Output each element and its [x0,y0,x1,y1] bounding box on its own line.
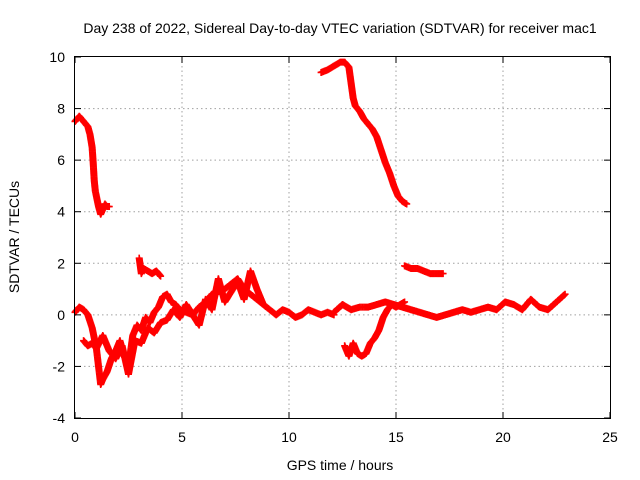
series-segment-a [71,112,113,218]
data-series [71,58,569,388]
series-segment-e [317,58,411,208]
y-axis-title: SDTVAR / TECUs [6,181,22,293]
series-segment-g [401,262,447,278]
data-point [259,301,267,309]
x-tick-label: 10 [281,429,297,445]
x-tick-label: 0 [71,429,79,445]
y-tick-label: -4 [53,410,66,426]
x-tick-label: 25 [602,429,618,445]
data-point [561,290,569,298]
series-segment-d [135,254,165,280]
x-tick-label: 15 [388,429,404,445]
grid [75,57,610,418]
y-tick-label: 6 [57,152,65,168]
y-tick-label: 4 [57,204,65,220]
data-point [439,270,447,278]
data-point [157,272,165,280]
chart-title: Day 238 of 2022, Sidereal Day-to-day VTE… [83,20,596,36]
series-segment-h [330,290,569,321]
x-axis-title: GPS time / hours [287,457,394,473]
y-tick-label: 8 [57,101,65,117]
y-tick-label: 10 [49,49,65,65]
axes: 0 5 10 15 20 25 -4 -2 0 2 4 6 8 10 [49,49,618,445]
data-point [105,203,113,211]
y-tick-label: -2 [53,358,66,374]
x-tick-label: 20 [495,429,511,445]
series-segment-c [80,267,267,378]
x-tick-label: 5 [178,429,186,445]
data-point [403,200,411,208]
plot-frame [74,56,611,419]
y-tick-label: 2 [57,255,65,271]
y-tick-label: 0 [57,307,65,323]
series-segment-b [71,275,338,388]
